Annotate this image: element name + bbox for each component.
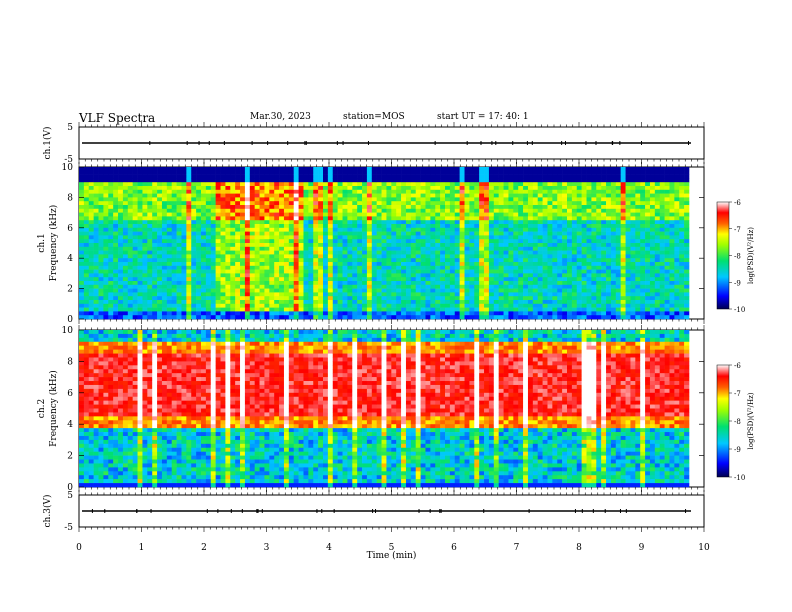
y-tick-label: 8 [67,193,73,203]
x-tick-label: 2 [201,543,207,553]
y-tick-label: 8 [67,357,73,367]
y-tick-label: -5 [64,523,73,533]
y-tick-label: 5 [67,123,73,133]
x-tick-label: 0 [76,543,82,553]
channel-label: ch.1 [37,233,47,252]
y-tick-label: 4 [67,420,73,430]
colorbar-tick-label: -10 [734,474,745,482]
colorbar-tick-label: -8 [734,253,741,261]
spectrogram-image [79,167,690,320]
y-tick-label: 4 [67,254,73,264]
y-tick-label: 10 [62,326,74,336]
y-axis-label: ch.3(V) [42,495,53,528]
x-tick-label: 1 [139,543,145,553]
colorbar-label: log(PSD)(V²/Hz) [747,227,755,284]
x-axis-label: Time (min) [367,550,417,561]
y-tick-label: 10 [62,163,74,173]
start-time-label: start UT = 17: 40: 1 [437,112,529,122]
x-tick-label: 9 [639,543,645,553]
colorbar-label: log(PSD)(V²/Hz) [747,392,755,449]
channel-label: ch.2 [37,399,47,418]
spectrogram-image [79,330,690,488]
x-tick-label: 6 [451,543,457,553]
y-tick-label: 5 [67,491,73,501]
y-axis-label: Frequency (kHz) [48,205,59,282]
y-tick-label: 2 [67,285,73,295]
x-tick-label: 10 [698,543,710,553]
colorbar-tick-label: -7 [734,226,741,234]
colorbar-tick-label: -6 [734,362,741,370]
x-tick-label: 3 [264,543,270,553]
colorbar-tick-label: -7 [734,390,741,398]
y-axis-label: ch.1(V) [42,127,53,160]
y-tick-label: 6 [67,224,73,234]
colorbar-tick-label: -8 [734,418,741,426]
colorbar-tick-label: -6 [734,199,741,207]
x-tick-label: 7 [514,543,520,553]
y-tick-label: -5 [64,155,73,165]
date-label: Mar.30, 2023 [250,112,311,122]
colorbar-tick-label: -10 [734,306,745,314]
x-tick-label: 5 [389,543,395,553]
station-label: station=MOS [343,112,405,122]
x-tick-label: 8 [576,543,582,553]
colorbar [716,201,730,310]
y-axis-label: Frequency (kHz) [48,370,59,447]
y-tick-label: 0 [67,315,73,325]
colorbar-tick-label: -9 [734,279,741,287]
colorbar [716,364,730,478]
y-tick-label: 6 [67,389,73,399]
x-tick-label: 4 [326,543,332,553]
y-tick-label: 2 [67,452,73,462]
colorbar-tick-label: -9 [734,446,741,454]
chart-title: VLF Spectra [79,111,156,125]
y-tick-label: 0 [67,483,73,493]
